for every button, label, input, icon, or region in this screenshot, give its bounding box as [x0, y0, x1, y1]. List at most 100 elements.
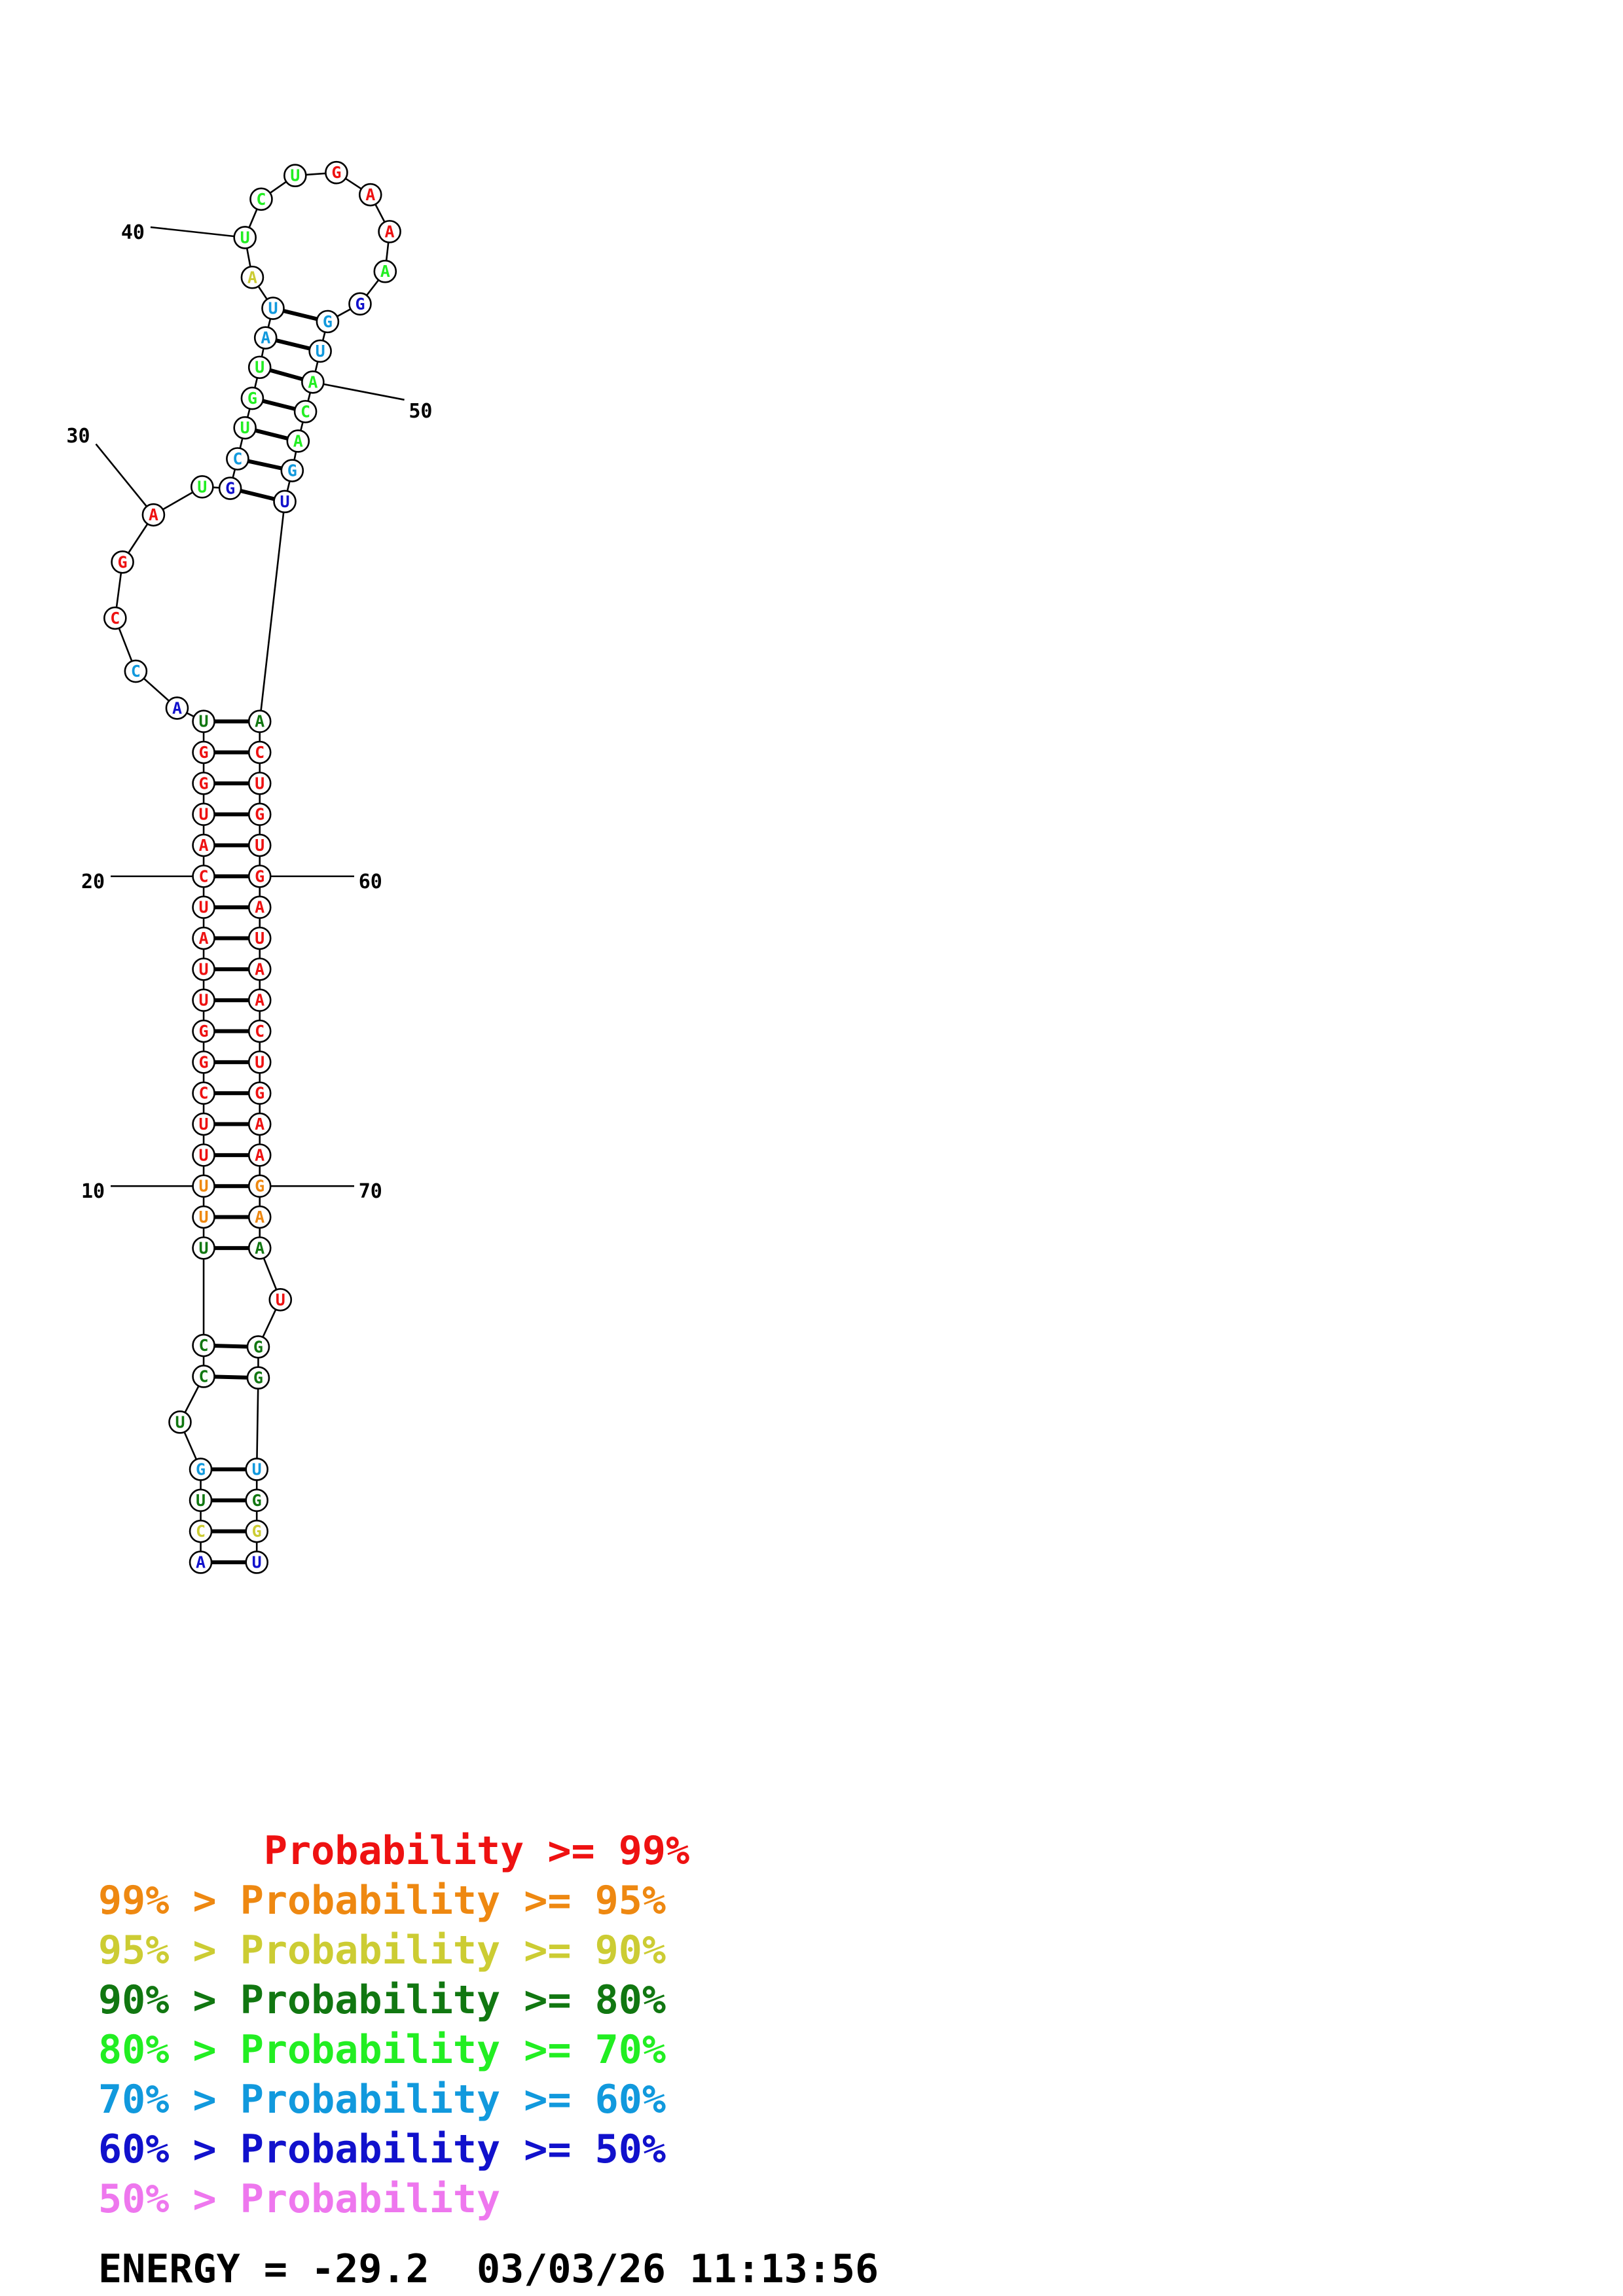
- nucleotide-letter: G: [252, 1522, 262, 1541]
- nucleotide-letter: A: [199, 836, 209, 855]
- nucleotide-circle: [189, 1519, 213, 1543]
- legend-label: Probability >= 50%: [240, 2126, 666, 2172]
- nucleotide-circle: [286, 429, 310, 453]
- nucleotide-circle: [192, 1143, 215, 1167]
- nucleotide-letter: C: [199, 867, 209, 886]
- nucleotide: G: [316, 310, 340, 334]
- nucleotide-circle: [192, 1174, 215, 1198]
- nucleotide-letter: G: [199, 743, 209, 762]
- nucleotide-letter: A: [365, 185, 375, 204]
- nucleotide: A: [247, 1112, 272, 1136]
- nucleotide-letter: C: [301, 402, 310, 421]
- legend-prefix: 80% >: [98, 2027, 240, 2073]
- nucleotide-letter: A: [255, 991, 264, 1010]
- nucleotide-letter: G: [199, 1052, 209, 1071]
- nucleotide: G: [245, 1519, 268, 1543]
- nucleotide: C: [103, 606, 127, 630]
- nucleotide: A: [165, 696, 189, 720]
- nucleotide-circle: [192, 1081, 215, 1105]
- nucleotide: U: [245, 1458, 268, 1481]
- nucleotide-letter: U: [255, 836, 264, 855]
- nucleotide-letter: U: [199, 898, 209, 917]
- nucleotide-letter: G: [252, 1491, 262, 1510]
- nucleotide-circle: [190, 475, 214, 499]
- nucleotide-circle: [247, 865, 272, 888]
- nucleotide-letter: G: [287, 461, 297, 480]
- nucleotide: C: [192, 1333, 215, 1357]
- nucleotide: A: [192, 926, 215, 950]
- nucleotide: U: [192, 1143, 215, 1167]
- nucleotide-circle: [192, 833, 215, 857]
- nucleotide-letter: C: [196, 1522, 206, 1541]
- position-label: 10: [81, 1180, 105, 1203]
- nucleotide-letter: G: [199, 1022, 209, 1041]
- nucleotide-letter: U: [199, 960, 209, 978]
- nucleotide-letter: U: [255, 774, 264, 793]
- nucleotide-letter: A: [199, 929, 209, 948]
- nucleotide-letter: U: [280, 492, 289, 511]
- nucleotide-circle: [316, 310, 340, 334]
- nucleotide-letter: G: [253, 1369, 263, 1388]
- nucleotide-letter: A: [255, 1238, 264, 1257]
- nucleotide: C: [192, 865, 215, 888]
- nucleotide: G: [247, 802, 272, 827]
- nucleotide-letter: A: [255, 712, 264, 731]
- nucleotide: U: [192, 958, 215, 981]
- nucleotide-circle: [261, 296, 285, 320]
- nucleotide-letter: A: [385, 222, 395, 241]
- legend-label: Probability >= 70%: [240, 2027, 666, 2073]
- nucleotide-circle: [247, 1143, 272, 1167]
- nucleotide-circle: [192, 1205, 215, 1229]
- nucleotide-letter: U: [255, 1052, 264, 1071]
- nucleotide: U: [247, 926, 272, 950]
- nucleotide-circle: [192, 988, 215, 1013]
- nucleotide-circle: [249, 187, 273, 211]
- nucleotide-circle: [247, 958, 272, 981]
- nucleotide: C: [124, 659, 148, 683]
- nucleotide-circle: [247, 1236, 272, 1260]
- nucleotide-letter: G: [253, 1337, 263, 1356]
- position-tick: [312, 381, 405, 401]
- probability-legend: Probability >= 99% 99% > Probability >= 9…: [98, 1826, 689, 2224]
- nucleotide-circle: [218, 476, 242, 500]
- nucleotide-letter: G: [255, 867, 264, 886]
- nucleotide: G: [246, 1366, 270, 1390]
- nucleotide: U: [192, 895, 215, 920]
- nucleotide-letter: C: [199, 1084, 209, 1103]
- nucleotide: G: [247, 865, 272, 888]
- nucleotide-circle: [246, 1335, 270, 1359]
- nucleotide: A: [141, 503, 166, 527]
- nucleotide: U: [247, 355, 272, 380]
- nucleotide-circle: [247, 1050, 272, 1074]
- nucleotide: A: [301, 370, 325, 394]
- nucleotide: G: [280, 459, 304, 482]
- legend-prefix: 95% >: [98, 1928, 240, 1973]
- nucleotide-letter: U: [199, 991, 209, 1010]
- nucleotide-letter: U: [240, 228, 250, 247]
- nucleotide-circle: [247, 1019, 272, 1043]
- nucleotide-circle: [192, 1050, 215, 1074]
- nucleotide: U: [247, 772, 272, 795]
- nucleotide-circle: [192, 926, 215, 950]
- nucleotide: G: [218, 476, 242, 500]
- nucleotide-letter: G: [255, 1084, 264, 1103]
- nucleotide: A: [247, 1236, 272, 1260]
- nucleotide-circle: [192, 802, 215, 827]
- nucleotide-circle: [268, 1287, 293, 1312]
- nucleotide: G: [348, 292, 372, 316]
- legend-label: Probability >= 60%: [240, 2077, 666, 2123]
- nucleotide-letter: G: [196, 1460, 206, 1479]
- nucleotide: G: [247, 1174, 272, 1198]
- nucleotide-circle: [192, 1365, 215, 1388]
- nucleotide-circle: [240, 265, 264, 289]
- nucleotide: G: [246, 1335, 270, 1359]
- nucleotide-circle: [124, 659, 148, 683]
- nucleotide-circle: [378, 220, 401, 243]
- nucleotide-circle: [247, 833, 272, 857]
- position-label: 60: [359, 870, 382, 893]
- nucleotide-letter: A: [247, 268, 257, 287]
- nucleotide-circle: [226, 447, 249, 471]
- nucleotide-circle: [283, 164, 307, 188]
